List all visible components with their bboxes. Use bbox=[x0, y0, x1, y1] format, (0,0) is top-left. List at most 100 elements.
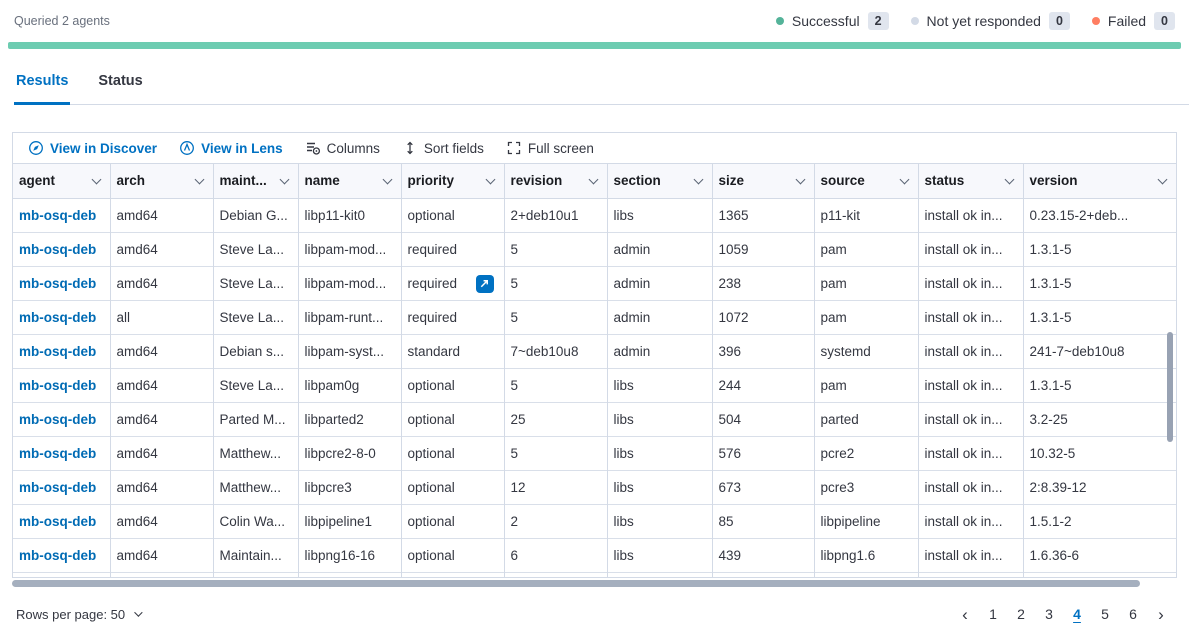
tab-status[interactable]: Status bbox=[98, 73, 143, 89]
page-button-4[interactable]: 4 bbox=[1073, 606, 1081, 622]
agent-link[interactable]: mb-osq-deb bbox=[19, 411, 97, 427]
cell-agent: mb-osq-deb bbox=[13, 334, 111, 368]
horizontal-scrollbar[interactable] bbox=[12, 580, 1140, 587]
agent-link[interactable]: mb-osq-deb bbox=[19, 241, 97, 257]
column-header-name[interactable]: name bbox=[298, 164, 402, 199]
vertical-scrollbar[interactable] bbox=[1167, 332, 1173, 442]
sort-fields-button[interactable]: Sort fields bbox=[393, 133, 493, 163]
agent-link[interactable]: mb-osq-deb bbox=[19, 479, 97, 495]
full-screen-button[interactable]: Full screen bbox=[497, 133, 603, 163]
column-header-arch[interactable]: arch bbox=[110, 164, 214, 199]
cell-priority: optional bbox=[401, 368, 505, 402]
pending-count-badge: 0 bbox=[1048, 12, 1070, 30]
results-status-tabs: Results Status bbox=[14, 73, 1189, 105]
rows-per-page-button[interactable]: Rows per page: 50 bbox=[16, 607, 143, 622]
agent-link[interactable]: mb-osq-deb bbox=[19, 343, 97, 359]
column-header-source[interactable]: source bbox=[814, 164, 919, 199]
table-row: mb-osq-deb amd64 Parted M... libparted2 opti… bbox=[13, 402, 1176, 436]
agent-link[interactable]: mb-osq-deb bbox=[19, 275, 97, 291]
cell-source: libpipeline bbox=[814, 504, 919, 538]
query-status-bar: Queried 2 agents Successful 2 Not yet re… bbox=[0, 0, 1189, 30]
cell-maint: Matthew... bbox=[213, 470, 299, 504]
cell-arch: amd64 bbox=[110, 504, 214, 538]
cell-priority: optional bbox=[401, 504, 505, 538]
cell-status: install ok in... bbox=[918, 504, 1024, 538]
cell-arch: amd64 bbox=[110, 368, 214, 402]
column-header-size[interactable]: size bbox=[712, 164, 815, 199]
cell-size: 1072 bbox=[712, 300, 815, 334]
cell-agent: mb-osq-deb bbox=[13, 266, 111, 300]
cell-section: libs bbox=[607, 198, 713, 232]
cell-name: libpng16-16 bbox=[298, 538, 402, 572]
results-grid-panel: View in Discover View in Lens Columns So… bbox=[12, 132, 1177, 578]
chevron-down-icon bbox=[795, 174, 805, 185]
cell-agent: mb-osq-deb bbox=[13, 232, 111, 266]
chevron-down-icon bbox=[91, 174, 101, 185]
legend-label: Failed bbox=[1107, 13, 1147, 29]
page-button-1[interactable]: 1 bbox=[989, 606, 997, 622]
columns-button[interactable]: Columns bbox=[296, 133, 389, 163]
queried-agents-text: Queried 2 agents bbox=[14, 14, 110, 28]
column-header-section[interactable]: section bbox=[607, 164, 713, 199]
sort-icon bbox=[402, 140, 418, 156]
cell-maint: Matthew... bbox=[213, 436, 299, 470]
cell-version: 1.5.1-2 bbox=[1029, 513, 1072, 529]
cell-version: 2:8.39-12 bbox=[1029, 479, 1087, 495]
cell-size: 439 bbox=[712, 538, 815, 572]
cell-section: admin bbox=[607, 232, 713, 266]
cell-section: libs bbox=[607, 538, 713, 572]
agent-link[interactable]: mb-osq-deb bbox=[19, 377, 97, 393]
column-header-maint[interactable]: maint... bbox=[213, 164, 299, 199]
table-row: mb-osq-deb amd64 Debian s... libpam-syst...… bbox=[13, 334, 1176, 368]
column-header-status[interactable]: status bbox=[918, 164, 1024, 199]
cell-source: pam bbox=[814, 368, 919, 402]
cell-arch: amd64 bbox=[110, 334, 214, 368]
table-row: mb-osq-deb amd64 Steve La... libpam-mod... r… bbox=[13, 266, 1176, 300]
cell-source: pam bbox=[814, 266, 919, 300]
view-in-lens-button[interactable]: View in Lens bbox=[170, 133, 292, 163]
agent-link[interactable]: mb-osq-deb bbox=[19, 207, 97, 223]
legend-successful: Successful 2 bbox=[775, 12, 889, 30]
cell-priority: optional bbox=[401, 436, 505, 470]
column-header-priority[interactable]: priority bbox=[401, 164, 505, 199]
column-header-label: size bbox=[718, 173, 745, 189]
cell-status: install ok in... bbox=[918, 538, 1024, 572]
cell-arch: amd64 bbox=[110, 470, 214, 504]
next-page-button[interactable]: › bbox=[1158, 604, 1164, 624]
agent-link[interactable]: mb-osq-deb bbox=[19, 309, 97, 325]
column-header-label: name bbox=[304, 173, 340, 189]
cell-arch: amd64 bbox=[110, 232, 214, 266]
page-button-5[interactable]: 5 bbox=[1101, 606, 1109, 622]
cell-source: pcre2 bbox=[814, 436, 919, 470]
agent-link[interactable]: mb-osq-deb bbox=[19, 547, 97, 563]
cell-section: libs bbox=[607, 470, 713, 504]
cell-name: libpam-runt... bbox=[298, 300, 402, 334]
column-header-label: priority bbox=[407, 173, 455, 189]
column-header-version[interactable]: version bbox=[1023, 164, 1176, 199]
cell-size: 673 bbox=[712, 470, 815, 504]
view-in-discover-button[interactable]: View in Discover bbox=[19, 133, 166, 163]
horizontal-scrollbar-track bbox=[12, 580, 1177, 587]
chevron-down-icon bbox=[134, 608, 143, 617]
cell-name: libpam0g bbox=[298, 368, 402, 402]
agent-link[interactable]: mb-osq-deb bbox=[19, 445, 97, 461]
page-button-2[interactable]: 2 bbox=[1017, 606, 1025, 622]
cell-status: install ok in... bbox=[918, 368, 1024, 402]
cell-priority: required bbox=[401, 300, 505, 334]
column-header-agent[interactable]: agent bbox=[13, 164, 111, 199]
cell-revision: 2+deb10u1 bbox=[504, 198, 608, 232]
table-row: mb-osq-deb amd64 Matthew... libpcre3 optiona… bbox=[13, 470, 1176, 504]
column-header-label: source bbox=[820, 173, 865, 189]
agent-link[interactable]: mb-osq-deb bbox=[19, 513, 97, 529]
tab-results[interactable]: Results bbox=[14, 73, 71, 105]
cell-revision: 5 bbox=[504, 266, 608, 300]
page-button-3[interactable]: 3 bbox=[1045, 606, 1053, 622]
cell-section: libs bbox=[607, 504, 713, 538]
cell-name: libpcre3 bbox=[298, 470, 402, 504]
page-button-6[interactable]: 6 bbox=[1129, 606, 1137, 622]
column-header-label: maint... bbox=[219, 173, 267, 189]
expand-cell-icon[interactable] bbox=[475, 274, 494, 293]
previous-page-button[interactable]: ‹ bbox=[962, 604, 968, 624]
cell-name: libpam-syst... bbox=[298, 334, 402, 368]
column-header-revision[interactable]: revision bbox=[504, 164, 608, 199]
